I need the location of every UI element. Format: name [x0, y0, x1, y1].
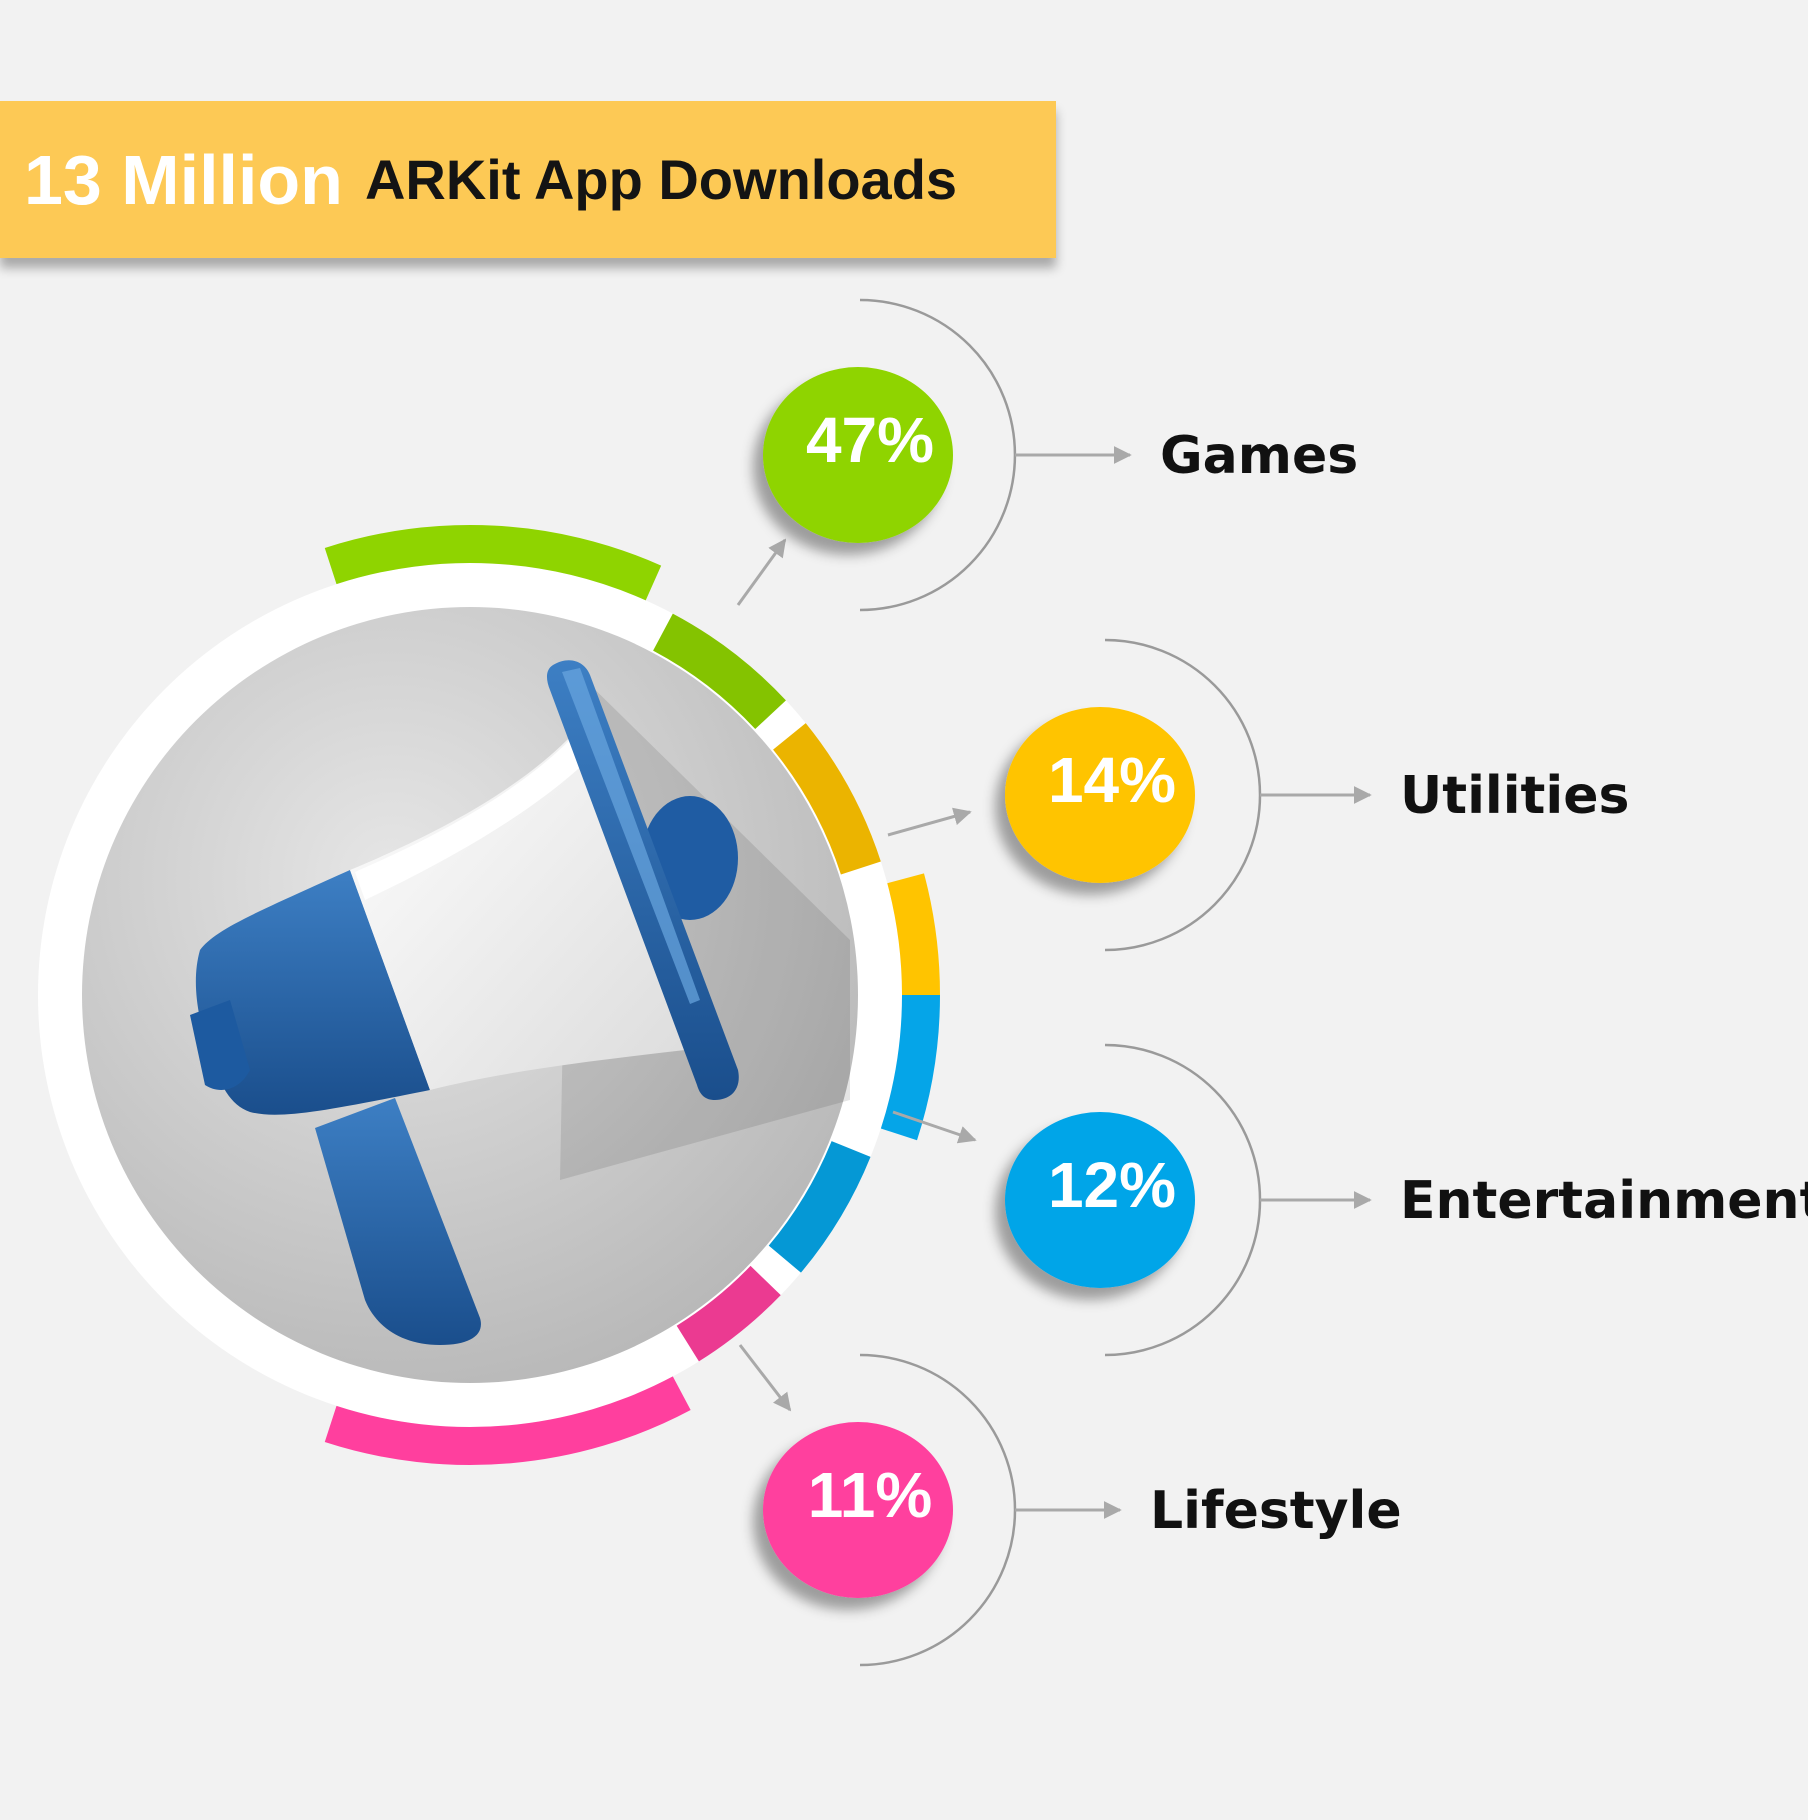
value-label-games: 47% — [806, 404, 934, 476]
connector-arrows — [736, 538, 977, 1412]
category-label-entertainment: Entertainment — [1400, 1171, 1808, 1231]
bracket-lifestyle — [859, 1353, 1017, 1667]
category-label-utilities: Utilities — [1400, 766, 1629, 826]
arc-segment-utilities-inner — [773, 723, 881, 875]
bracket-games — [859, 298, 1017, 612]
value-circle-utilities — [1005, 707, 1195, 883]
value-label-lifestyle: 11% — [808, 1459, 933, 1531]
arc-segment-games-inner — [653, 613, 786, 730]
value-label-entertainment: 12% — [1048, 1149, 1176, 1221]
title-highlight: 13 Million — [24, 140, 343, 219]
megaphone-icon — [190, 660, 850, 1345]
value-circle-lifestyle — [763, 1422, 953, 1598]
arc-segment-lifestyle-outer — [324, 1376, 691, 1465]
arc-segments — [324, 525, 940, 1465]
arc-segment-entertainment-inner — [768, 1141, 871, 1273]
arc-segment-utilities-outer — [887, 873, 940, 995]
title-text: ARKit App Downloads — [364, 148, 958, 211]
arc-segment-lifestyle-inner — [676, 1265, 781, 1362]
arc-segment-entertainment-outer — [880, 995, 940, 1141]
bracket-utilities — [1104, 638, 1262, 952]
value-circle-games — [763, 367, 953, 543]
value-label-utilities: 14% — [1048, 744, 1176, 816]
category-label-games: Games — [1160, 426, 1358, 486]
value-circle-entertainment — [1005, 1112, 1195, 1288]
category-callouts: 47% Games 14% Utilities 12% Entertainment 11% L… — [763, 298, 1808, 1667]
bracket-entertainment — [1104, 1043, 1262, 1357]
arc-segment-games-outer — [324, 525, 662, 601]
title-banner: 13 Million ARKit App Downloads — [0, 101, 1056, 258]
category-label-lifestyle: Lifestyle — [1150, 1481, 1402, 1541]
